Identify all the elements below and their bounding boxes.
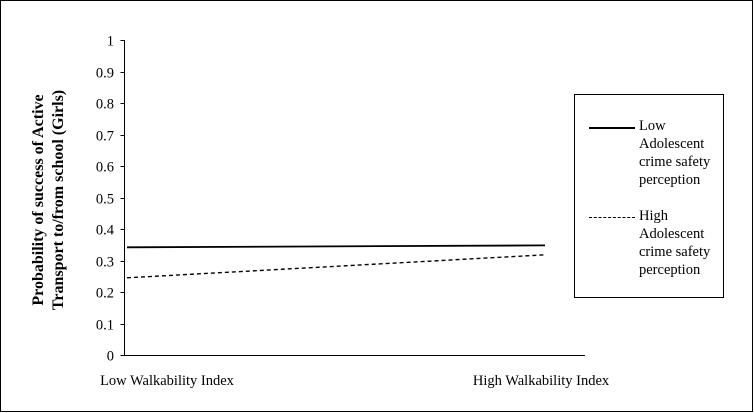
legend-high-line-3: crime safety [639,244,711,260]
legend-low-line-3: crime safety [639,154,711,170]
y-axis-label-line-1: Probability of success of Active [30,94,47,305]
legend: Low Adolescent crime safety perception H… [574,94,724,298]
y-tick-label: 0.6 [96,160,114,176]
y-tick-label: 0.9 [96,66,114,82]
y-tick-label: 0 [107,349,114,365]
y-tick-label: 0.3 [96,255,114,271]
legend-high-line-4: perception [639,262,701,278]
y-tick-label: 0.8 [96,97,114,113]
series-line-high-safety [126,254,546,279]
legend-label-high-safety: High Adolescent crime safety perception [639,207,723,279]
x-tick-label: High Walkability Index [473,373,610,389]
legend-swatch-solid [589,127,635,129]
y-tick-label: 0.2 [96,286,114,302]
y-axis-label-line-2: Transport to/from school (Girls) [50,90,67,310]
y-tick-label: 1 [107,34,114,50]
series-line-low-safety [126,244,546,249]
series-lines [126,244,546,279]
legend-low-line-4: perception [639,172,701,188]
legend-label-low-safety: Low Adolescent crime safety perception [639,117,723,189]
y-tick-label: 0.7 [96,129,114,145]
legend-high-line-2: Adolescent [639,226,705,242]
y-ticks: 0 0.1 0.2 0.3 0.4 0.5 0.6 0.7 0.8 0.9 1 [96,34,125,365]
x-tick-label: Low Walkability Index [100,373,235,389]
legend-low-line-1: Low [639,118,666,134]
legend-high-line-1: High [639,208,668,224]
x-ticks: Low Walkability Index High Walkability In… [100,373,610,389]
legend-low-line-2: Adolescent [639,136,705,152]
y-tick-label: 0.5 [96,192,114,208]
legend-swatch-dashed [589,217,635,218]
y-tick-label: 0.1 [96,318,114,334]
y-axis-label: Probability of success of Active Transpo… [30,90,67,310]
y-tick-label: 0.4 [96,223,115,239]
